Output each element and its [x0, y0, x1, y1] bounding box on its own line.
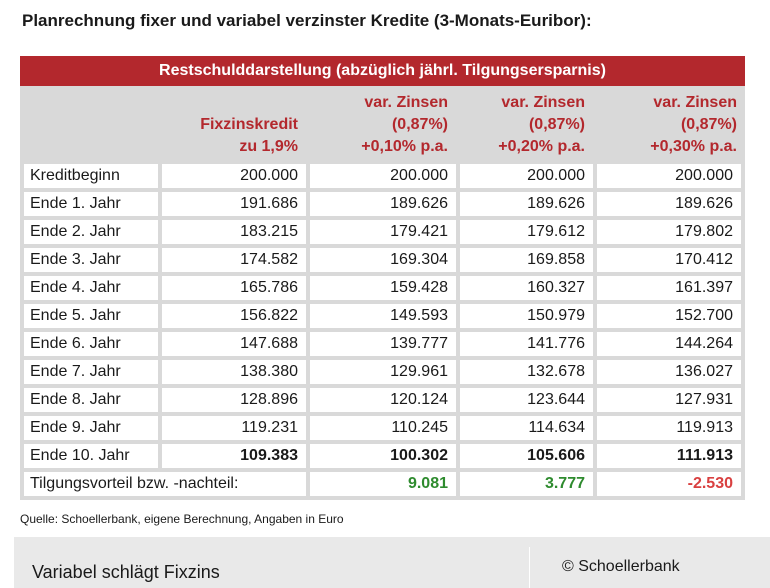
- cell-value: 120.124: [306, 388, 456, 416]
- cell-value: 119.231: [158, 416, 306, 444]
- cell-value: 138.380: [158, 360, 306, 388]
- cell-value: 150.979: [456, 304, 593, 332]
- cell-value: 100.302: [306, 444, 456, 472]
- cell-value: 160.327: [456, 276, 593, 304]
- row-label: Ende 2. Jahr: [20, 220, 158, 248]
- table-row: Ende 6. Jahr 147.688 139.777 141.776 144…: [20, 332, 745, 360]
- cell-value: 159.428: [306, 276, 456, 304]
- cell-value: 139.777: [306, 332, 456, 360]
- table-row: Kreditbeginn 200.000 200.000 200.000 200…: [20, 164, 745, 192]
- cell-value: 128.896: [158, 388, 306, 416]
- row-label: Ende 10. Jahr: [20, 444, 158, 472]
- cell-value: 200.000: [593, 164, 745, 192]
- caption-divider: [529, 547, 530, 588]
- header-line: var. Zinsen: [364, 94, 448, 111]
- cell-value: 189.626: [306, 192, 456, 220]
- header-line: +0,30% p.a.: [650, 138, 737, 155]
- advantage-row: Tilgungsvorteil bzw. -nachteil: 9.081 3.…: [20, 472, 745, 500]
- cell-value: 141.776: [456, 332, 593, 360]
- cell-value: 169.304: [306, 248, 456, 276]
- page-title: Planrechnung fixer und variabel verzinst…: [22, 11, 592, 30]
- table-row: Ende 3. Jahr 174.582 169.304 169.858 170…: [20, 248, 745, 276]
- advantage-label: Tilgungsvorteil bzw. -nachteil:: [20, 472, 306, 500]
- table-row: Ende 5. Jahr 156.822 149.593 150.979 152…: [20, 304, 745, 332]
- row-label: Ende 1. Jahr: [20, 192, 158, 220]
- header-line: (0,87%): [680, 116, 737, 133]
- cell-value: 105.606: [456, 444, 593, 472]
- header-line: (0,87%): [528, 116, 585, 133]
- header-line: (0,87%): [391, 116, 448, 133]
- table-banner: Restschulddarstellung (abzüglich jährl. …: [20, 56, 745, 86]
- cell-value: 147.688: [158, 332, 306, 360]
- cell-value: 114.634: [456, 416, 593, 444]
- table-row: Ende 1. Jahr 191.686 189.626 189.626 189…: [20, 192, 745, 220]
- table-row-final: Ende 10. Jahr 109.383 100.302 105.606 11…: [20, 444, 745, 472]
- header-line: zu 1,9%: [239, 138, 298, 155]
- header-variable-020: var. Zinsen (0,87%) +0,20% p.a.: [456, 86, 593, 164]
- header-line: +0,20% p.a.: [498, 138, 585, 155]
- source-note: Quelle: Schoellerbank, eigene Berechnung…: [20, 512, 344, 526]
- cell-value: 179.802: [593, 220, 745, 248]
- cell-value: 132.678: [456, 360, 593, 388]
- table-header-row: Fixzinskredit zu 1,9% var. Zinsen (0,87%…: [20, 86, 745, 164]
- cell-value: 174.582: [158, 248, 306, 276]
- row-label: Ende 4. Jahr: [20, 276, 158, 304]
- table-row: Ende 2. Jahr 183.215 179.421 179.612 179…: [20, 220, 745, 248]
- row-label: Kreditbeginn: [20, 164, 158, 192]
- row-label: Ende 6. Jahr: [20, 332, 158, 360]
- cell-value: 183.215: [158, 220, 306, 248]
- cell-value: 170.412: [593, 248, 745, 276]
- cell-value: 129.961: [306, 360, 456, 388]
- cell-value: 189.626: [593, 192, 745, 220]
- cell-value: 189.626: [456, 192, 593, 220]
- cell-value: 109.383: [158, 444, 306, 472]
- row-label: Ende 9. Jahr: [20, 416, 158, 444]
- cell-value: 136.027: [593, 360, 745, 388]
- row-label: Ende 5. Jahr: [20, 304, 158, 332]
- table-row: Ende 7. Jahr 138.380 129.961 132.678 136…: [20, 360, 745, 388]
- table-row: Ende 9. Jahr 119.231 110.245 114.634 119…: [20, 416, 745, 444]
- advantage-value-positive: 9.081: [306, 472, 456, 500]
- advantage-value-positive: 3.777: [456, 472, 593, 500]
- cell-value: 149.593: [306, 304, 456, 332]
- advantage-value-negative: -2.530: [593, 472, 745, 500]
- cell-value: 191.686: [158, 192, 306, 220]
- caption-bar: Variabel schlägt Fixzins © Schoellerbank: [14, 537, 770, 588]
- table-row: Ende 4. Jahr 165.786 159.428 160.327 161…: [20, 276, 745, 304]
- cell-value: 123.644: [456, 388, 593, 416]
- image-credit: © Schoellerbank: [562, 558, 680, 575]
- header-line: var. Zinsen: [501, 94, 585, 111]
- header-fixed-loan: Fixzinskredit zu 1,9%: [158, 86, 306, 164]
- header-variable-030: var. Zinsen (0,87%) +0,30% p.a.: [593, 86, 745, 164]
- header-variable-010: var. Zinsen (0,87%) +0,10% p.a.: [306, 86, 456, 164]
- cell-value: 179.421: [306, 220, 456, 248]
- cell-value: 127.931: [593, 388, 745, 416]
- header-empty: [20, 86, 158, 164]
- cell-value: 161.397: [593, 276, 745, 304]
- debt-table-container: Restschulddarstellung (abzüglich jährl. …: [20, 56, 745, 500]
- caption-title: Variabel schlägt Fixzins: [32, 562, 220, 582]
- cell-value: 165.786: [158, 276, 306, 304]
- cell-value: 179.612: [456, 220, 593, 248]
- cell-value: 110.245: [306, 416, 456, 444]
- cell-value: 200.000: [456, 164, 593, 192]
- cell-value: 169.858: [456, 248, 593, 276]
- table-row: Ende 8. Jahr 128.896 120.124 123.644 127…: [20, 388, 745, 416]
- cell-value: 111.913: [593, 444, 745, 472]
- cell-value: 156.822: [158, 304, 306, 332]
- header-line: var. Zinsen: [653, 94, 737, 111]
- header-line: +0,10% p.a.: [361, 138, 448, 155]
- header-line: Fixzinskredit: [200, 116, 298, 133]
- cell-value: 152.700: [593, 304, 745, 332]
- row-label: Ende 7. Jahr: [20, 360, 158, 388]
- row-label: Ende 8. Jahr: [20, 388, 158, 416]
- cell-value: 200.000: [158, 164, 306, 192]
- row-label: Ende 3. Jahr: [20, 248, 158, 276]
- cell-value: 144.264: [593, 332, 745, 360]
- debt-table: Fixzinskredit zu 1,9% var. Zinsen (0,87%…: [20, 86, 745, 500]
- cell-value: 119.913: [593, 416, 745, 444]
- cell-value: 200.000: [306, 164, 456, 192]
